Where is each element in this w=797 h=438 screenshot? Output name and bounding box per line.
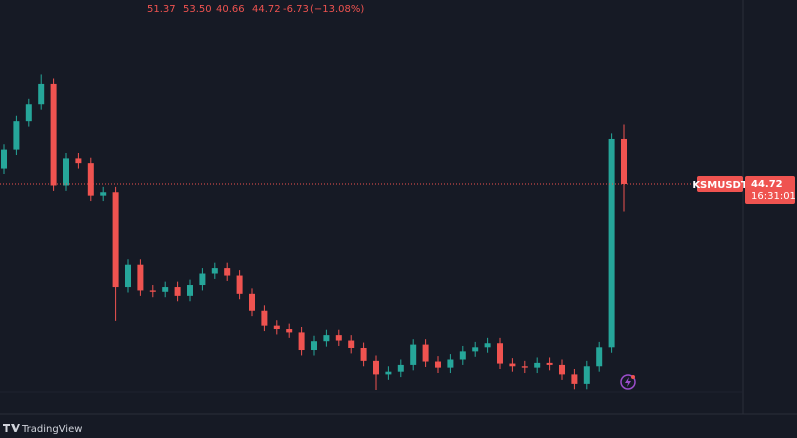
candle-body: [311, 341, 317, 351]
candle-body: [137, 264, 144, 291]
candle-body: [63, 158, 69, 186]
candle-body: [323, 335, 330, 342]
candle-body: [472, 347, 479, 352]
candle-body: [87, 163, 94, 196]
candle-body: [25, 104, 32, 122]
alert-ring: [620, 374, 636, 390]
candle-body: [459, 351, 466, 360]
candle-body: [608, 138, 615, 348]
brand[interactable]: TradingView: [3, 424, 82, 435]
candle-body: [410, 344, 417, 365]
legend-low: 40.66: [216, 4, 245, 15]
countdown-label: 16:31:01: [751, 191, 796, 202]
candle-body: [149, 290, 156, 292]
legend-close: 44.72: [252, 4, 281, 15]
symbol-tag: [697, 176, 743, 192]
candle-body: [162, 287, 169, 292]
candle-body: [521, 366, 528, 368]
candle-body: [484, 343, 491, 348]
candle-body: [360, 347, 367, 361]
candle-body: [559, 364, 565, 375]
candle-body: [249, 293, 255, 311]
candle-body: [286, 329, 293, 333]
legend-open: 51.37: [147, 4, 176, 15]
candle-body: [335, 335, 342, 341]
alert-icon[interactable]: [620, 374, 636, 390]
candle-body: [583, 366, 590, 384]
candle-body: [112, 192, 119, 288]
candle-body: [447, 359, 454, 368]
candle-body: [348, 340, 355, 348]
candle-body: [273, 325, 280, 330]
candle-body: [100, 192, 107, 196]
candle-body: [397, 364, 404, 372]
candle-body: [50, 83, 57, 186]
candle-body: [224, 268, 231, 276]
candle-body: [435, 361, 441, 368]
candle-body: [75, 158, 82, 164]
candle-body: [1, 149, 7, 169]
alert-bolt: [625, 377, 631, 387]
legend-high: 53.50: [183, 4, 212, 15]
candle-body: [373, 360, 379, 375]
candle-body: [621, 138, 627, 184]
candle-body: [38, 83, 45, 105]
candle-body: [261, 310, 268, 326]
alert-dot: [631, 375, 635, 379]
candle-body: [497, 343, 503, 364]
candle-body: [422, 344, 429, 362]
last-price-label: 44.72: [751, 179, 783, 190]
candle-body: [13, 121, 20, 150]
header-legend: 51.37 53.50 40.66 44.72 -6.73 (−13.08%): [147, 4, 364, 15]
candle-body: [236, 275, 243, 294]
candle-body: [546, 362, 553, 365]
brand-name: TradingView: [21, 424, 82, 435]
candle-body: [596, 347, 603, 367]
candle-body: [125, 264, 131, 288]
candle-body: [211, 268, 218, 274]
candle-body: [385, 371, 392, 375]
legend-change: -6.73: [283, 4, 309, 15]
legend-change-pct: (−13.08%): [310, 4, 364, 15]
candle-body: [199, 273, 206, 286]
candle-body: [174, 287, 181, 296]
candle-body: [534, 362, 541, 368]
candles: [1, 74, 627, 390]
symbol-label: KSMUSDT: [692, 180, 748, 191]
brand-logo: [3, 424, 20, 432]
candle-body: [298, 332, 305, 351]
candle-body: [571, 374, 578, 384]
candle-body: [187, 285, 193, 296]
price-tag: [745, 176, 795, 204]
candle-body: [509, 363, 516, 367]
